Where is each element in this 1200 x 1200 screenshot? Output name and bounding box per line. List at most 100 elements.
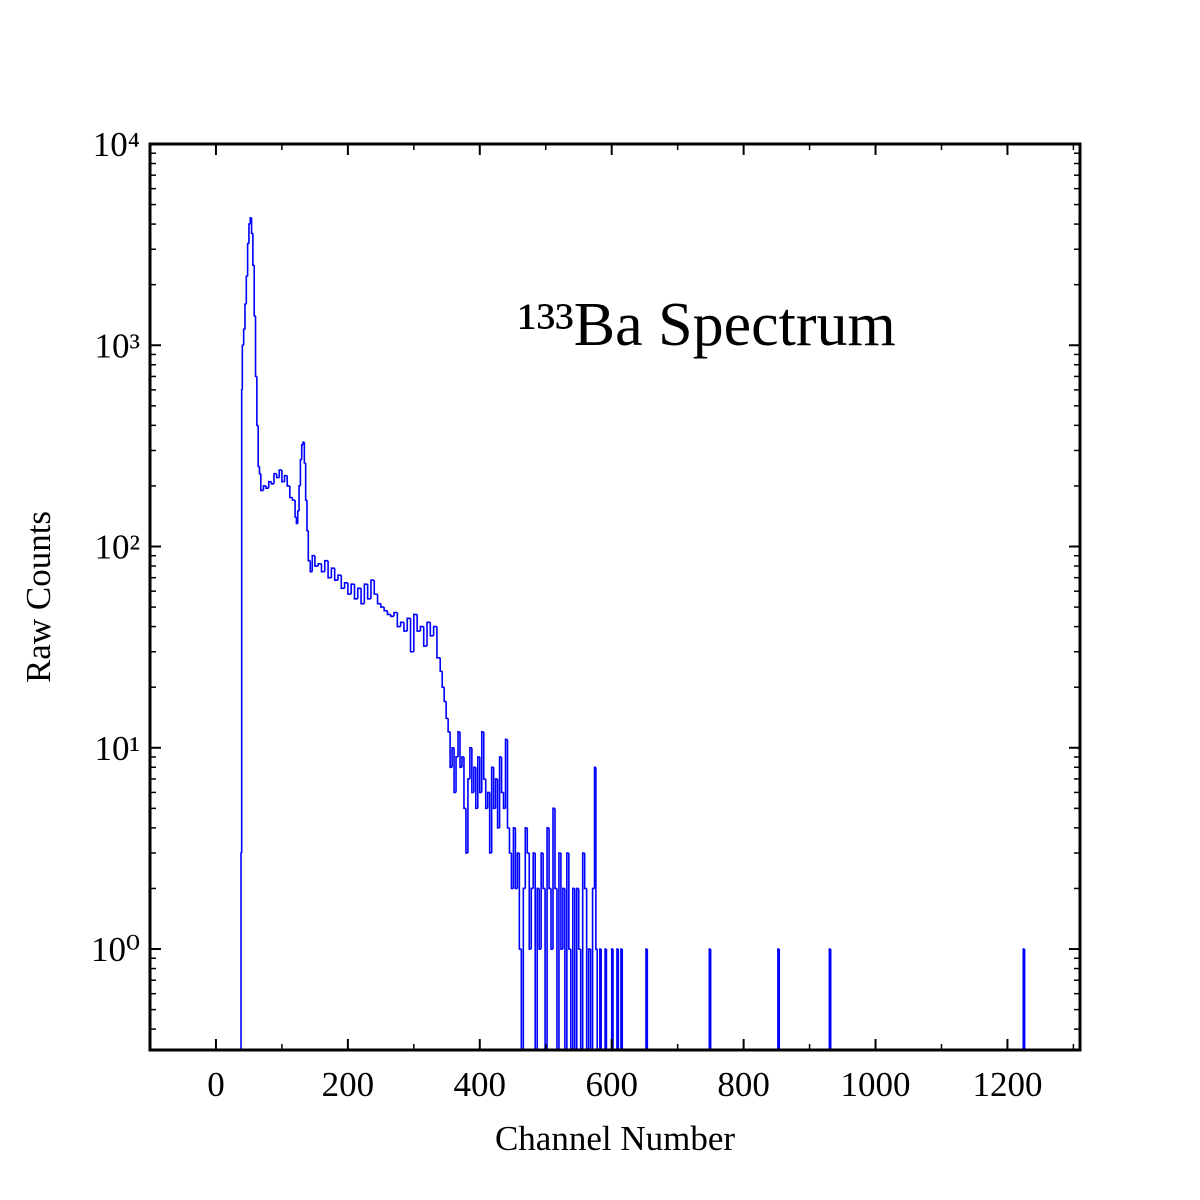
step-segment xyxy=(595,767,598,950)
step-segment xyxy=(295,517,298,525)
step-segment xyxy=(317,563,322,567)
step-segment xyxy=(252,233,255,266)
step-segment xyxy=(709,949,712,1050)
step-segment xyxy=(257,425,260,468)
step-segment xyxy=(240,852,242,1050)
x-axis-label: Channel Number xyxy=(495,1119,735,1158)
step-segment xyxy=(620,948,623,1050)
step-segment xyxy=(406,617,411,632)
step-segment xyxy=(571,887,575,1050)
step-segment xyxy=(520,949,523,1050)
step-segment xyxy=(777,948,780,1050)
step-segment xyxy=(461,756,464,768)
step-segment xyxy=(610,948,614,1050)
step-segment xyxy=(242,328,245,346)
step-segment xyxy=(585,888,588,1050)
step-segment xyxy=(548,827,552,890)
step-segment xyxy=(568,853,571,950)
step-segment xyxy=(579,949,582,1050)
step-segment xyxy=(347,582,352,595)
step-segment xyxy=(337,574,342,581)
step-segment xyxy=(828,948,831,1050)
step-segment xyxy=(447,718,451,733)
x-tick-label: 1000 xyxy=(841,1065,911,1104)
step-segment xyxy=(386,610,391,616)
step-segment xyxy=(604,948,607,1050)
step-segment xyxy=(350,583,355,595)
step-segment xyxy=(829,949,832,1050)
step-segment xyxy=(413,613,418,652)
step-segment xyxy=(486,791,490,809)
step-segment xyxy=(262,485,267,491)
step-segment xyxy=(360,588,365,605)
step-segment xyxy=(296,510,300,524)
step-segment xyxy=(646,949,649,1050)
step-segment xyxy=(469,746,472,779)
x-tick-label: 0 xyxy=(207,1065,225,1104)
step-segment xyxy=(708,948,711,1050)
y-tick-label: 10³ xyxy=(95,326,141,365)
step-segment xyxy=(490,766,494,854)
step-segment xyxy=(480,731,484,793)
step-segment xyxy=(376,594,381,605)
step-segment xyxy=(573,888,576,1050)
step-segment xyxy=(465,808,468,854)
step-segment xyxy=(265,485,269,489)
step-segment xyxy=(403,622,408,632)
step-segment xyxy=(500,756,504,794)
step-segment xyxy=(536,887,540,1050)
step-segment xyxy=(298,485,301,512)
step-segment xyxy=(429,622,434,637)
x-tick-label: 600 xyxy=(585,1065,638,1104)
step-segment xyxy=(575,887,579,1050)
step-segment xyxy=(496,778,500,829)
step-segment xyxy=(556,888,558,1050)
step-segment xyxy=(249,216,252,225)
step-segment xyxy=(426,621,431,647)
step-segment xyxy=(534,853,536,1050)
step-segment xyxy=(393,611,398,617)
step-segment xyxy=(294,500,297,518)
step-segment xyxy=(396,612,401,628)
y-tick-label: 10⁴ xyxy=(93,125,140,164)
step-segment xyxy=(498,756,502,828)
step-segment xyxy=(383,607,388,612)
step-segment xyxy=(311,554,315,572)
y-tick-label: 10¹ xyxy=(95,729,141,768)
step-segment xyxy=(278,469,282,478)
step-segment xyxy=(333,568,338,582)
x-tick-label: 800 xyxy=(717,1065,770,1104)
step-segment xyxy=(340,575,345,590)
step-segment xyxy=(422,626,428,647)
step-segment xyxy=(399,621,404,627)
step-segment xyxy=(457,731,460,757)
plot-frame xyxy=(148,142,1082,1052)
step-segment xyxy=(370,579,375,599)
step-segment xyxy=(275,473,280,479)
step-segment xyxy=(617,949,620,1050)
step-segment xyxy=(273,472,277,484)
step-segment xyxy=(621,949,624,1050)
step-segment xyxy=(477,756,480,809)
step-segment xyxy=(587,948,591,1050)
annotation: ¹³³Ba Spectrum xyxy=(518,291,896,359)
step-segment xyxy=(291,497,296,501)
step-segment xyxy=(451,746,455,768)
step-segment xyxy=(645,948,648,1050)
step-segment xyxy=(256,376,259,427)
step-segment xyxy=(320,563,325,573)
step-segment xyxy=(488,792,492,854)
step-segment xyxy=(562,887,565,950)
step-segment xyxy=(240,389,243,854)
step-segment xyxy=(267,480,272,489)
step-segment xyxy=(518,853,522,950)
step-segment xyxy=(599,948,602,1050)
step-segment xyxy=(363,583,368,604)
step-segment xyxy=(286,475,290,487)
step-segment xyxy=(253,265,256,317)
step-segment xyxy=(596,949,598,1050)
step-segment xyxy=(248,223,251,244)
step-segment xyxy=(327,560,332,579)
step-segment xyxy=(389,614,395,618)
x-tick-label: 400 xyxy=(454,1065,507,1104)
